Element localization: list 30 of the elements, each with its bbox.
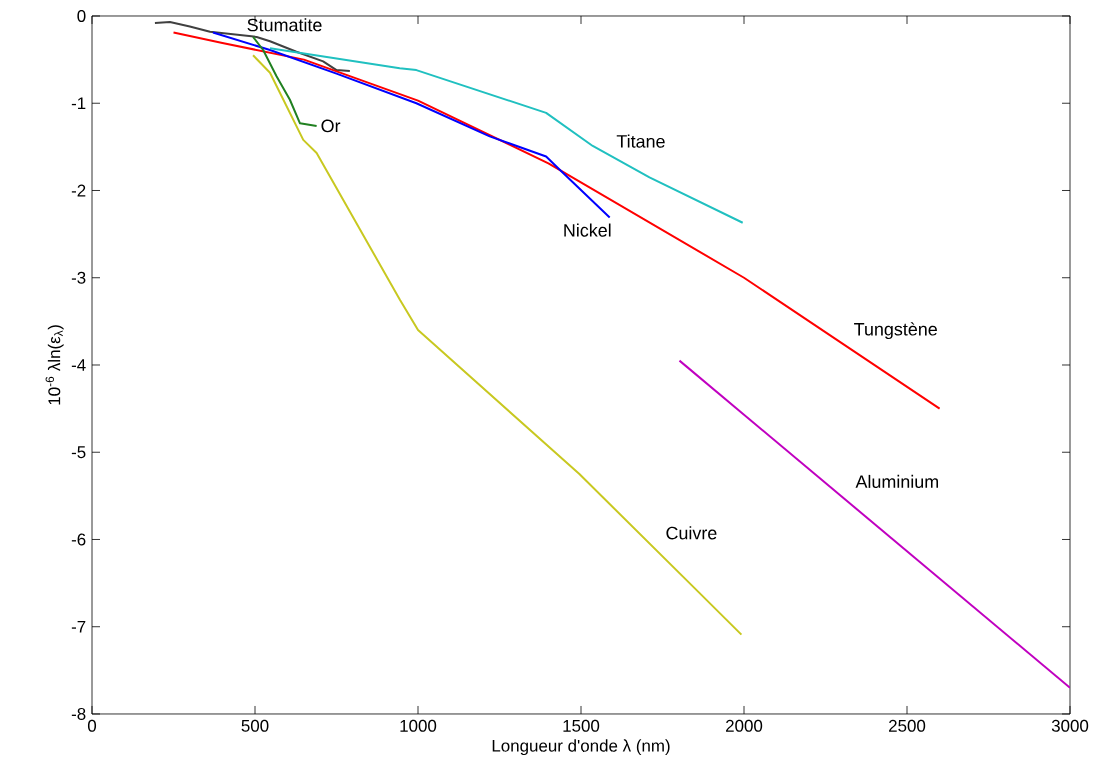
line-series — [252, 35, 318, 127]
x-tick-label: 3000 — [1051, 719, 1089, 732]
x-axis-title: Longueur d'onde λ (nm) — [492, 739, 670, 756]
series-label: Aluminium — [855, 474, 939, 489]
x-tick-label: 500 — [241, 719, 269, 732]
y-tick-label: -3 — [71, 271, 86, 284]
series-label: Nickel — [564, 223, 611, 237]
x-tick-label: 2000 — [726, 719, 763, 732]
y-tick-label: -8 — [71, 707, 86, 720]
line-series — [269, 47, 744, 224]
y-axis-title: 10$^{-6}$ λln(ε$_{λ}$) — [45, 325, 64, 405]
x-tick-label: 0 — [87, 719, 97, 732]
y-tick-label: -2 — [71, 184, 86, 197]
series-label: Titane — [616, 134, 665, 148]
y-tick-label: -1 — [71, 97, 86, 110]
x-tick-label: 1000 — [400, 719, 437, 732]
series-label: Tungstène — [854, 322, 937, 340]
y-tick-label: -4 — [71, 359, 86, 371]
series-label: Cuivre — [666, 526, 717, 540]
series-label: Stumatite — [247, 18, 322, 32]
x-tick-label: 2500 — [889, 719, 926, 732]
y-tick-label: -6 — [71, 533, 86, 546]
series-label: Or — [321, 119, 341, 133]
line-series — [172, 31, 941, 410]
x-tick-label: 1500 — [563, 719, 600, 732]
y-tick-label: 0 — [77, 9, 86, 22]
y-tick-label: -5 — [71, 446, 86, 459]
y-tick-label: -7 — [71, 620, 86, 633]
line-series — [211, 31, 611, 219]
line-series — [252, 54, 743, 636]
